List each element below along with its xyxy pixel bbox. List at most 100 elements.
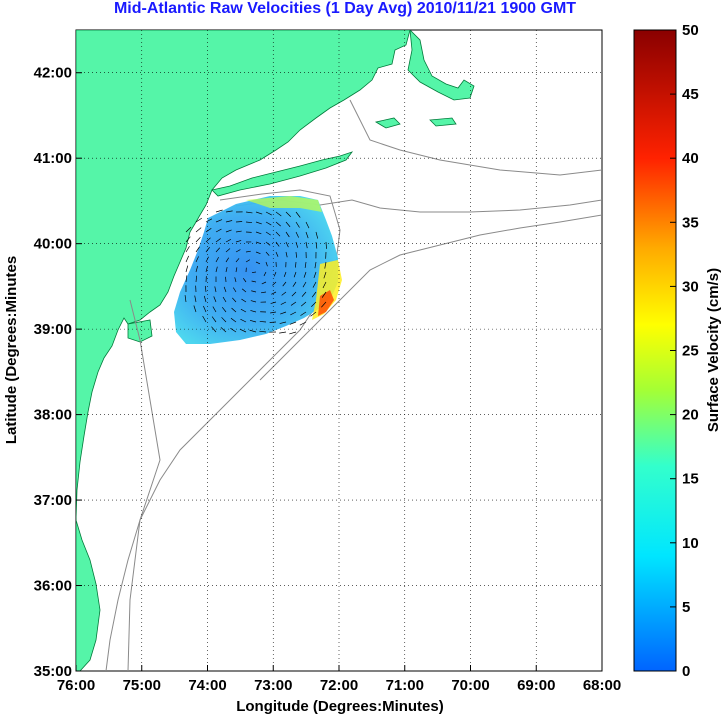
- velocity-arrow: [275, 231, 281, 237]
- velocity-arrow: [245, 250, 251, 253]
- velocity-arrow: [265, 231, 271, 236]
- velocity-arrow: [225, 257, 230, 263]
- velocity-arrow: [221, 306, 227, 313]
- velocity-arrow: [285, 251, 288, 258]
- velocity-arrow: [285, 221, 291, 228]
- velocity-arrow: [232, 297, 237, 303]
- velocity-arrow: [270, 311, 277, 314]
- x-axis-ticks: 76:00 75:00 74:00 73:00 72:00 71:00 70:00 69:00…: [57, 665, 621, 694]
- x-axis-label: Longitude (Degrees:Minutes): [236, 698, 444, 714]
- colorbar-tick-label: 25: [682, 343, 699, 360]
- velocity-arrow: [292, 281, 297, 287]
- velocity-arrow: [205, 228, 212, 233]
- colorbar-tick-label: 5: [682, 599, 690, 616]
- y-tick-label: 42:00: [34, 65, 72, 82]
- grid-lines: [76, 30, 602, 671]
- velocity-arrow: [235, 230, 242, 233]
- y-axis-ticks: 42:00 41:00 40:00 39:00 38:00 37:00 36:00 35:00: [34, 65, 82, 680]
- velocity-arrow: [259, 321, 267, 323]
- velocity-vectors: [184, 209, 327, 335]
- x-tick-label: 74:00: [188, 677, 226, 694]
- velocity-arrow: [265, 221, 272, 226]
- velocity-arrow: [255, 251, 261, 254]
- velocity-arrow: [223, 286, 227, 293]
- velocity-arrow: [240, 318, 247, 323]
- velocity-max: [318, 290, 334, 316]
- velocity-arrow: [275, 241, 280, 247]
- velocity-arrow: [195, 265, 198, 273]
- velocity-arrow: [280, 311, 287, 315]
- velocity-arrow: [251, 280, 257, 283]
- x-tick-label: 73:00: [254, 677, 292, 694]
- velocity-arrow: [205, 256, 209, 263]
- velocity-arrow: [259, 330, 267, 333]
- velocity-arrow: [290, 311, 297, 316]
- velocity-arrow: [289, 321, 297, 325]
- velocity-arrow: [312, 281, 317, 288]
- velocity-arrow: [314, 261, 317, 269]
- velocity-arrow: [263, 271, 267, 277]
- velocity-arrow: [255, 261, 261, 265]
- velocity-arrow: [211, 326, 217, 333]
- x-tick-label: 68:00: [583, 677, 621, 694]
- velocity-arrow: [282, 281, 287, 287]
- x-tick-label: 70:00: [451, 677, 489, 694]
- velocity-arrow: [222, 296, 227, 303]
- velocity-arrow: [243, 278, 247, 283]
- velocity-arrow: [225, 266, 228, 273]
- velocity-arrow: [202, 315, 207, 323]
- velocity-arrow: [185, 246, 190, 253]
- velocity-arrow: [221, 317, 227, 323]
- y-tick-label: 35:00: [34, 663, 72, 680]
- velocity-field: [174, 196, 338, 344]
- velocity-arrow: [265, 211, 272, 216]
- islands: [374, 117, 457, 129]
- colorbar-tick-label: 0: [682, 663, 690, 680]
- velocity-arrow: [275, 221, 281, 227]
- velocity-arrow: [295, 221, 300, 228]
- velocity-arrow: [241, 298, 247, 303]
- velocity-arrow: [245, 211, 253, 214]
- velocity-arrow: [195, 256, 199, 263]
- velocity-arrow: [215, 209, 223, 213]
- velocity-arrow: [271, 291, 277, 295]
- velocity-arrow: [215, 238, 221, 243]
- colorbar-label: Surface Velocity (cm/s): [705, 268, 722, 432]
- colorbar-tick-label: 30: [682, 278, 699, 295]
- velocity-arrow: [265, 251, 270, 256]
- velocity-arrow: [241, 288, 247, 293]
- velocity-edge: [246, 196, 322, 212]
- velocity-arrow: [234, 277, 237, 283]
- map-title: Mid-Atlantic Raw Velocities (1 Day Avg) …: [113, 0, 577, 17]
- velocity-arrow: [311, 291, 317, 298]
- velocity-arrow: [251, 290, 257, 293]
- long-island: [211, 151, 354, 197]
- velocity-arrow: [225, 210, 233, 213]
- velocity-arrow: [215, 219, 223, 223]
- velocity-arrow: [203, 295, 207, 303]
- colorbar-tick-label: 50: [682, 22, 699, 39]
- colorbar-tick-label: 40: [682, 150, 699, 167]
- velocity-arrow: [291, 291, 297, 297]
- velocity-arrow: [185, 265, 189, 273]
- x-tick-label: 75:00: [123, 677, 161, 694]
- velocity-arrow: [205, 247, 210, 253]
- cape-cod: [407, 30, 475, 101]
- velocity-arrow: [205, 266, 208, 273]
- velocity-arrow: [185, 275, 188, 283]
- velocity-arrow: [195, 246, 200, 253]
- velocity-arrow: [279, 331, 287, 334]
- y-tick-label: 36:00: [34, 578, 72, 595]
- velocity-arrow: [235, 267, 238, 273]
- velocity-arrow: [283, 271, 287, 277]
- velocity-arrow: [325, 241, 327, 249]
- velocity-arrow: [195, 227, 202, 233]
- velocity-arrow: [300, 301, 307, 307]
- velocity-arrow: [235, 240, 242, 243]
- colorbar-tick-label: 45: [682, 86, 699, 103]
- velocity-arrow: [315, 241, 318, 249]
- velocity-arrow: [185, 255, 189, 263]
- y-tick-label: 38:00: [34, 407, 72, 424]
